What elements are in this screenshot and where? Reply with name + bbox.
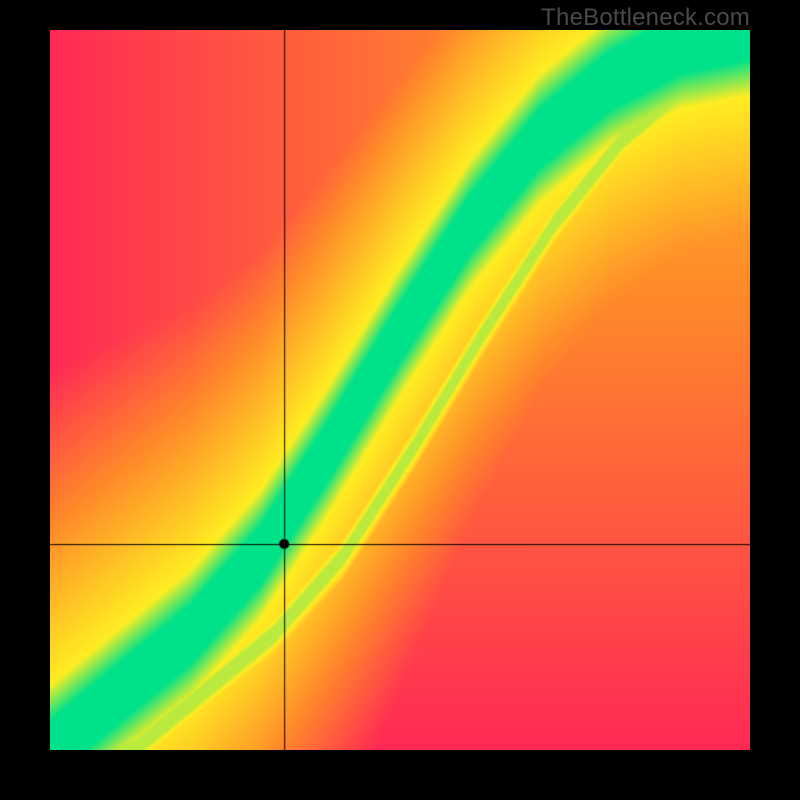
watermark-text: TheBottleneck.com (541, 4, 750, 32)
bottleneck-heatmap (50, 30, 750, 750)
